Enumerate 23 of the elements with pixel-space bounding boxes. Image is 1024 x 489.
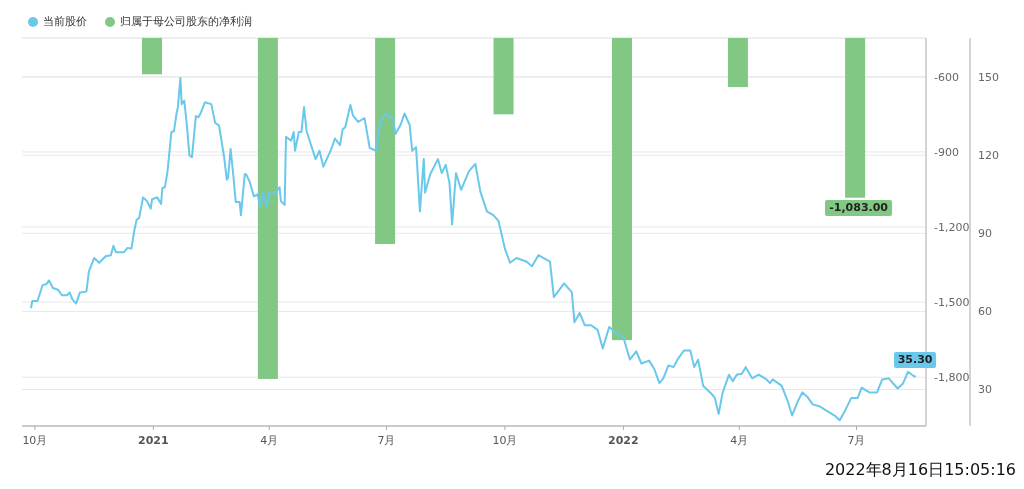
- y-tick-label: -1,800: [934, 371, 970, 385]
- x-tick-label: 2021: [138, 434, 169, 447]
- x-tick-label: 7月: [377, 434, 396, 447]
- x-tick-label: 10月: [22, 434, 48, 447]
- y-tick-label: -600: [934, 70, 959, 84]
- y2-tick-label: 120: [978, 149, 999, 163]
- y-tick-label: -900: [934, 145, 959, 159]
- y2-tick-label: 90: [978, 227, 992, 241]
- y2-tick-label: 150: [978, 70, 999, 84]
- x-tick-label: 2022: [608, 434, 639, 447]
- data-label: -1,083.00: [825, 199, 893, 216]
- x-tick-label: 7月: [847, 434, 866, 447]
- y-tick-label: -1,200: [934, 220, 970, 234]
- y2-tick-label: 30: [978, 383, 992, 397]
- legend-label: 归属于母公司股东的净利润: [120, 14, 252, 29]
- y-tick-label: -1,500: [934, 296, 970, 309]
- x-tick-label: 4月: [730, 434, 749, 447]
- y2-tick-label: 60: [978, 305, 992, 319]
- x-tick-label: 4月: [260, 434, 279, 447]
- x-tick-label: 10月: [492, 434, 518, 447]
- text: 2022年8月16日15:05:16: [824, 460, 1016, 481]
- legend-label: 当前股价: [43, 14, 87, 29]
- data-label: 35.30: [893, 351, 937, 368]
